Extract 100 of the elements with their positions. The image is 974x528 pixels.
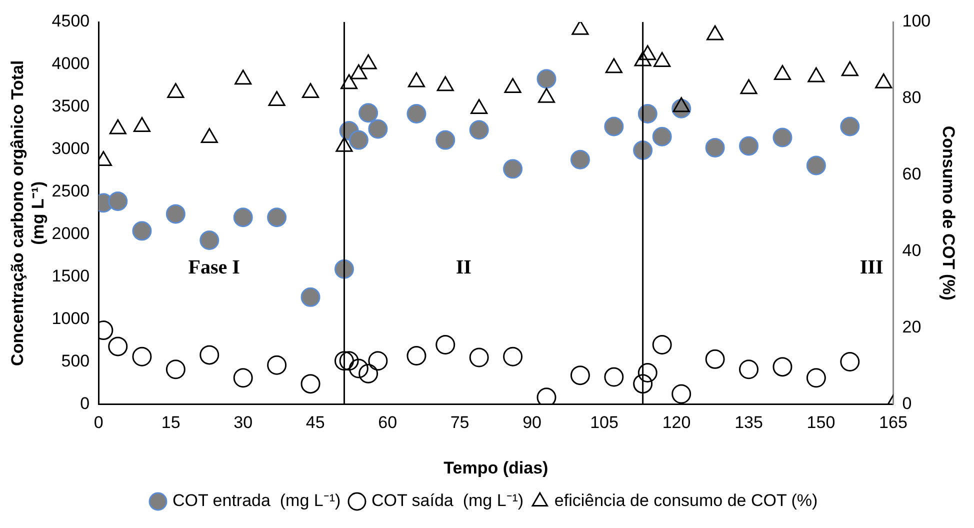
y2-tick-label: 80 xyxy=(902,88,922,108)
point xyxy=(302,82,320,98)
point xyxy=(841,61,858,76)
point xyxy=(604,367,624,387)
point xyxy=(436,130,456,150)
point xyxy=(436,334,456,354)
point xyxy=(348,130,368,150)
point xyxy=(638,363,658,383)
legend-label: COT saída (mg L⁻¹) xyxy=(371,491,524,510)
x-tick-label: 75 xyxy=(450,413,470,432)
point xyxy=(536,69,556,89)
point xyxy=(470,99,488,114)
point xyxy=(840,352,860,372)
point xyxy=(605,58,622,74)
y-axis-title: Concentração carbono orgânico Total (mg L⁻¹) xyxy=(8,60,48,366)
point xyxy=(167,82,184,98)
point xyxy=(109,119,126,134)
point xyxy=(166,360,186,380)
point xyxy=(339,351,359,371)
point xyxy=(772,128,792,148)
point xyxy=(469,120,489,140)
point xyxy=(570,150,590,170)
point xyxy=(739,360,759,380)
point xyxy=(132,346,152,366)
point xyxy=(806,156,826,176)
point xyxy=(368,119,388,139)
x-tick-label: 105 xyxy=(590,413,618,432)
y2-tick-label: 40 xyxy=(902,241,922,260)
annotation: Fase I xyxy=(188,256,240,279)
point xyxy=(233,368,253,388)
point xyxy=(469,348,489,368)
point xyxy=(705,138,725,158)
point xyxy=(875,73,892,88)
point xyxy=(406,104,426,124)
point xyxy=(436,76,454,92)
point xyxy=(652,334,672,354)
point xyxy=(268,90,286,106)
point xyxy=(108,336,128,356)
y2-tick-label: 20 xyxy=(902,317,922,336)
x-tick-label: 90 xyxy=(522,413,542,432)
point xyxy=(336,136,353,152)
point xyxy=(638,104,658,124)
y-tick-label: 3500 xyxy=(52,96,90,116)
point xyxy=(604,116,624,136)
x-tick-label: 15 xyxy=(161,413,180,432)
point xyxy=(672,384,692,404)
y2-tick-label: 60 xyxy=(902,164,922,184)
point xyxy=(267,355,287,375)
point xyxy=(672,97,690,112)
point xyxy=(368,351,388,371)
point xyxy=(133,116,151,132)
point xyxy=(739,136,759,156)
point xyxy=(233,208,253,228)
y2-tick-label: 0 xyxy=(902,394,912,413)
y2-tick-label: 100 xyxy=(902,12,931,31)
point xyxy=(300,374,320,394)
y-tick-label: 2000 xyxy=(52,224,90,244)
point xyxy=(654,52,671,67)
point xyxy=(806,368,826,388)
y-tick-label: 1000 xyxy=(52,308,90,328)
point xyxy=(572,22,589,35)
point xyxy=(808,67,825,82)
point xyxy=(740,79,758,94)
point xyxy=(536,388,556,404)
point xyxy=(504,78,522,93)
point xyxy=(705,349,725,369)
point xyxy=(200,345,220,365)
y-tick-label: 4000 xyxy=(52,54,90,74)
point xyxy=(200,230,220,250)
point xyxy=(267,208,287,228)
x-tick-label: 30 xyxy=(234,413,253,432)
point xyxy=(639,45,656,60)
point xyxy=(350,64,368,80)
x-tick-label: 0 xyxy=(94,413,104,432)
point xyxy=(234,70,252,85)
point xyxy=(334,351,354,371)
point xyxy=(706,25,724,40)
annotation: II xyxy=(456,256,472,279)
point xyxy=(108,191,128,211)
point xyxy=(503,346,523,366)
x-tick-label: 165 xyxy=(879,413,908,432)
point xyxy=(300,287,320,307)
point xyxy=(340,74,358,90)
annotation: III xyxy=(860,256,884,279)
x-tick-label: 135 xyxy=(734,413,763,432)
point xyxy=(652,126,672,146)
point xyxy=(200,128,218,144)
legend-label: eficiência de consumo de COT (%) xyxy=(554,491,818,510)
point xyxy=(570,366,590,386)
y-tick-label: 4500 xyxy=(52,12,90,31)
point xyxy=(634,51,652,66)
legend-label: COT entrada (mg L⁻¹) xyxy=(172,491,341,510)
point xyxy=(503,159,523,179)
x-tick-label: 120 xyxy=(662,413,691,432)
point xyxy=(538,88,556,103)
point xyxy=(408,72,426,88)
point xyxy=(360,54,377,70)
point xyxy=(633,374,653,394)
y-tick-label: 3000 xyxy=(52,139,90,158)
y-tick-label: 500 xyxy=(61,351,90,370)
